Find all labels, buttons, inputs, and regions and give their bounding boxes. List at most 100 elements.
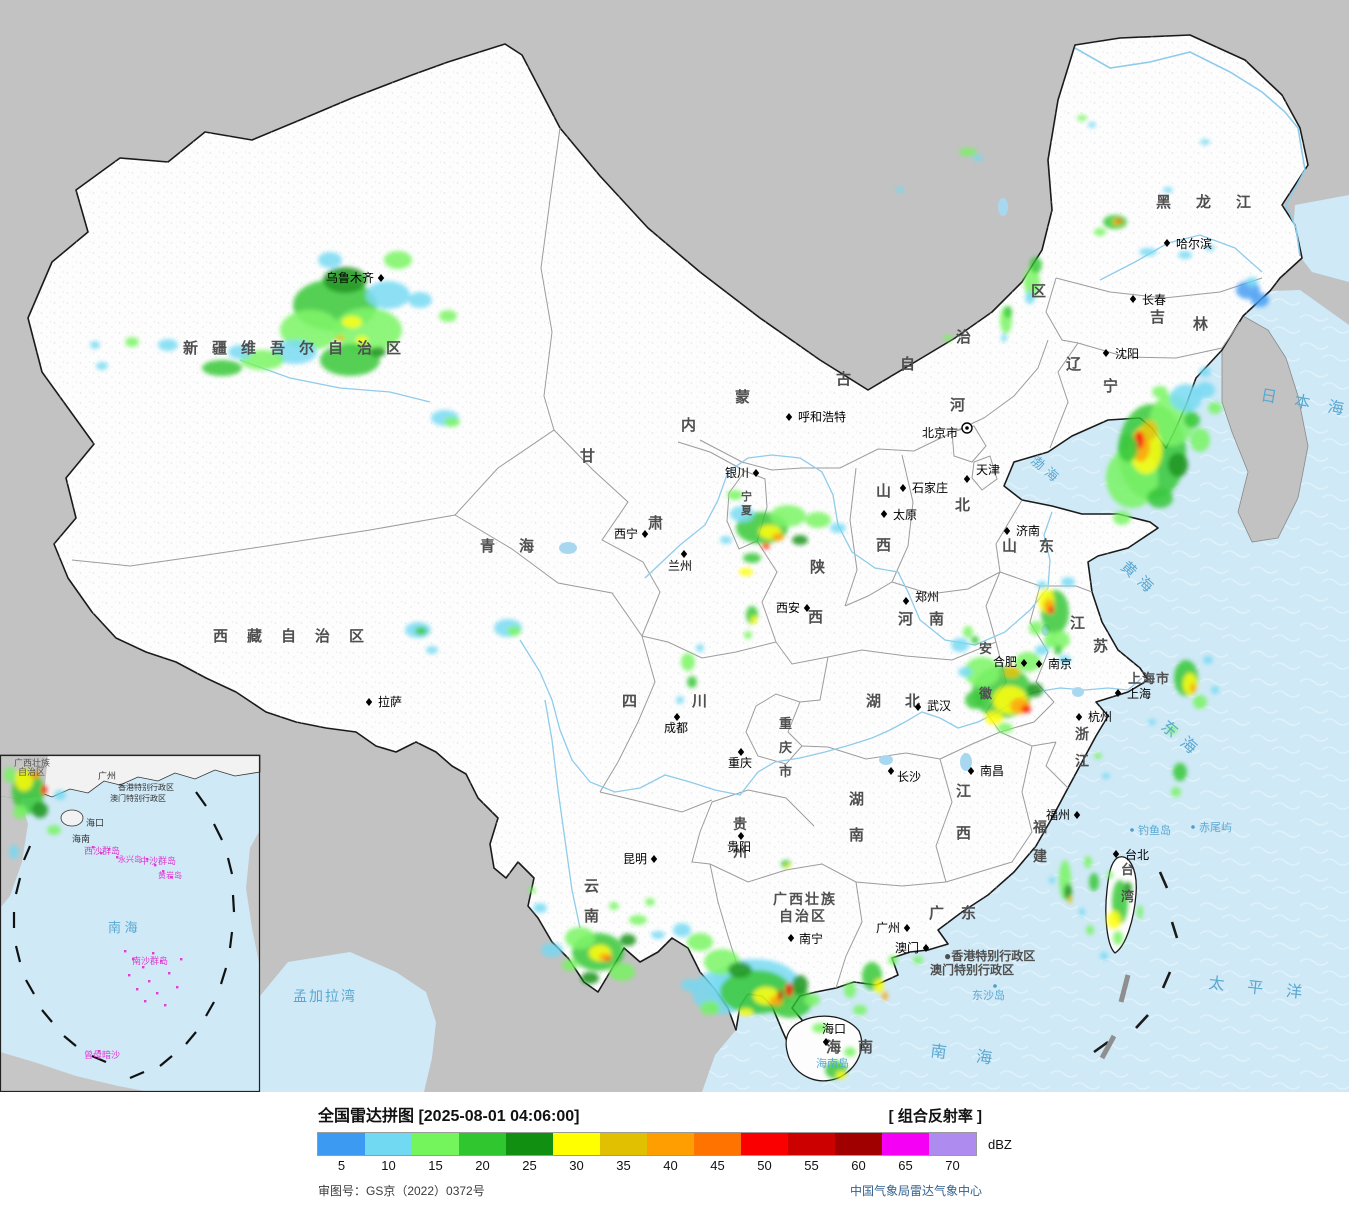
radar-echo: [273, 340, 317, 364]
songhua-river: [1099, 234, 1263, 281]
map-title: 全国雷达拼图 [2025-08-01 04:06:00]: [318, 1108, 580, 1125]
province-label: 广东: [929, 904, 993, 922]
legend-color-cell: [929, 1133, 976, 1155]
nine-dash-segment: [231, 894, 236, 913]
city-label: 南宁: [799, 931, 823, 946]
city-marker: [785, 413, 793, 421]
city-label: 西安: [776, 600, 800, 615]
province-label: 西: [808, 609, 823, 626]
radar-echo: [32, 802, 48, 818]
radar-echo: [507, 626, 521, 636]
inset-borneo: [0, 1052, 150, 1092]
radar-echo: [687, 933, 713, 951]
radar-echo: [1168, 453, 1188, 477]
radar-echo: [323, 267, 367, 293]
radar-echo: [1050, 631, 1070, 649]
city-marker: [1020, 659, 1028, 667]
city-label: 哈尔滨: [1176, 236, 1212, 251]
inset-island-dot: [146, 858, 149, 861]
license-text: 审图号：GS京（2022）0372号: [318, 1184, 485, 1198]
legend-value: 30: [569, 1158, 584, 1173]
legend-value: 15: [428, 1158, 443, 1173]
city-label: 昆明: [623, 852, 647, 866]
radar-echo: [1094, 753, 1102, 759]
radar-echo: [202, 360, 242, 376]
legend-value: 5: [337, 1158, 346, 1173]
inset-label: 广州: [98, 770, 116, 781]
inset-label: 广西壮族: [14, 757, 50, 768]
radar-echo: [836, 1071, 846, 1079]
city-marker: [1102, 349, 1110, 357]
radar-echo: [1139, 248, 1157, 256]
radar-echo: [30, 771, 40, 779]
radar-echo: [1116, 219, 1122, 223]
city-markers-labels: 乌鲁木齐哈尔滨长春沈阳呼和浩特天津石家庄太原济南银川西宁兰州西安郑州武汉成都重庆…: [326, 236, 1212, 1046]
province-label: 云南: [584, 878, 599, 925]
radar-echo: [874, 979, 884, 993]
radar-echo: [1084, 856, 1092, 868]
inset-label: 香港特别行政区: [118, 782, 174, 792]
radar-echo: [1113, 511, 1131, 525]
product-name: [ 组合反射率 ]: [888, 1108, 982, 1125]
city-label: 海口: [822, 1021, 846, 1036]
radar-echo: [1251, 293, 1269, 307]
radar-echo: [15, 769, 33, 791]
radar-echo: [973, 155, 983, 161]
city-label: 重庆: [728, 756, 752, 770]
radar-echo: [1088, 122, 1096, 128]
city-label: 广州: [876, 921, 900, 935]
radar-echo: [1203, 656, 1213, 664]
radar-echo: [1199, 367, 1211, 377]
city-marker: [914, 703, 922, 711]
radar-echo: [812, 1023, 828, 1033]
inset-luzon: [246, 830, 260, 968]
city-label: 成都: [664, 721, 688, 735]
sea-wave-pattern: [702, 290, 1349, 1092]
province-label: 上海市: [1128, 671, 1170, 686]
province-label: 江西: [956, 782, 971, 842]
province-label: 河: [950, 396, 965, 414]
radar-echo: [439, 310, 457, 322]
city-marker: [902, 597, 910, 605]
inset-island-dot: [164, 1004, 167, 1007]
legend-value: 40: [663, 1158, 678, 1173]
province-label: 苏: [1093, 637, 1108, 655]
radar-echo: [739, 568, 753, 576]
inset-label: 南 海: [108, 920, 138, 935]
city-marker: [377, 274, 385, 282]
inset-island-dot: [176, 986, 179, 989]
city-label: 台北: [1125, 847, 1149, 862]
radar-echo: [1086, 925, 1094, 935]
radar-echo: [1044, 632, 1056, 648]
radar-echo: [1102, 773, 1110, 779]
radar-echo: [770, 505, 806, 527]
inset-island-dot: [132, 958, 135, 961]
radar-echo: [844, 982, 856, 998]
island-label: 赤尾屿: [1199, 821, 1232, 834]
radar-echo: [1200, 139, 1210, 145]
radar-echo: [335, 335, 345, 341]
province-label: 安徽: [978, 641, 993, 701]
nine-dash-segment: [159, 1055, 173, 1067]
radar-echo: [1147, 488, 1173, 508]
nine-dash-segment: [228, 931, 234, 949]
amur-river: [1074, 47, 1306, 257]
radar-echo: [9, 845, 19, 859]
province-label: 山东: [1002, 537, 1076, 555]
radar-echo: [1205, 245, 1215, 251]
poyang-lake: [960, 753, 972, 771]
radar-echo: [4, 767, 16, 783]
province-label: 河南: [898, 610, 960, 628]
radar-echo: [651, 931, 665, 939]
city-marker: [1035, 660, 1043, 668]
city-label: 福州: [1046, 807, 1070, 822]
radar-echo: [54, 790, 66, 800]
scale-values: 5 10 15 20 25 30 35 40 45 50 55 60 65 70: [318, 1158, 982, 1173]
province-label: 自: [900, 355, 915, 373]
radar-echo: [1107, 871, 1113, 879]
radar-echo: [844, 1047, 856, 1057]
city-label: 呼和浩特: [798, 409, 846, 424]
radar-echo: [541, 943, 563, 957]
legend-value: 35: [616, 1158, 631, 1173]
